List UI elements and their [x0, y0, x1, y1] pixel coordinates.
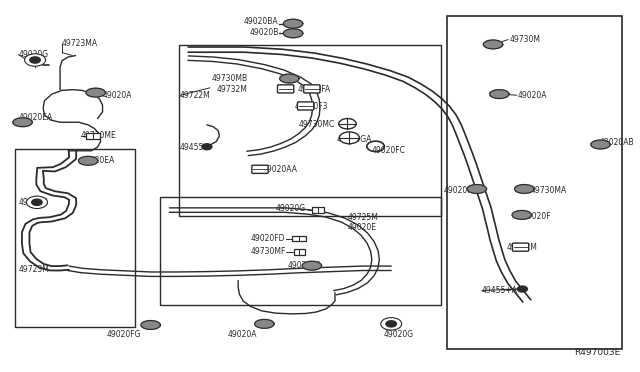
Circle shape	[24, 54, 45, 66]
Bar	[292, 236, 306, 241]
Circle shape	[32, 199, 42, 205]
Text: 49020FC: 49020FC	[371, 146, 405, 155]
Polygon shape	[86, 88, 106, 97]
Text: 49020F3: 49020F3	[294, 102, 328, 111]
Text: 49020G: 49020G	[18, 50, 48, 59]
Bar	[294, 249, 305, 254]
Bar	[179, 45, 441, 216]
Polygon shape	[255, 320, 274, 328]
Text: 49730M: 49730M	[510, 35, 541, 44]
Bar	[15, 149, 135, 327]
Text: 49020FA: 49020FA	[298, 85, 331, 94]
Polygon shape	[483, 40, 503, 49]
FancyBboxPatch shape	[304, 85, 320, 93]
Text: 49730MF: 49730MF	[250, 247, 285, 256]
Circle shape	[339, 119, 356, 129]
Text: 49020F: 49020F	[522, 212, 551, 221]
Polygon shape	[284, 19, 303, 28]
Bar	[86, 133, 100, 139]
Text: 49020A: 49020A	[227, 330, 257, 340]
Text: 49730MB: 49730MB	[211, 74, 248, 83]
Bar	[447, 16, 622, 349]
Circle shape	[381, 318, 402, 330]
Text: 49723MA: 49723MA	[61, 39, 97, 48]
Text: 49730MA: 49730MA	[531, 186, 567, 195]
Circle shape	[386, 321, 396, 327]
FancyBboxPatch shape	[513, 243, 529, 251]
Text: 49020EA: 49020EA	[288, 261, 323, 270]
Circle shape	[30, 57, 40, 63]
Text: 49020A: 49020A	[102, 91, 132, 100]
FancyBboxPatch shape	[298, 102, 314, 110]
Text: 49455+A: 49455+A	[482, 286, 518, 295]
FancyBboxPatch shape	[278, 85, 294, 93]
Text: 49020EA: 49020EA	[81, 156, 115, 165]
Text: 49020B: 49020B	[250, 28, 279, 37]
Circle shape	[26, 196, 47, 209]
Text: 49732M: 49732M	[507, 243, 538, 251]
Text: 49020BA: 49020BA	[244, 17, 279, 26]
Polygon shape	[284, 29, 303, 38]
Text: 49020A: 49020A	[518, 91, 548, 100]
Text: 49020G: 49020G	[275, 205, 306, 214]
Polygon shape	[515, 185, 534, 193]
Circle shape	[517, 286, 527, 292]
Text: 49732M: 49732M	[216, 85, 248, 94]
Polygon shape	[591, 140, 611, 149]
Polygon shape	[79, 156, 98, 165]
Polygon shape	[467, 185, 486, 193]
Text: R497003E: R497003E	[574, 348, 621, 357]
Polygon shape	[141, 321, 161, 330]
Text: 49020AA: 49020AA	[263, 165, 298, 174]
Text: 49730MC: 49730MC	[299, 121, 335, 129]
Text: 49020G: 49020G	[18, 198, 48, 207]
Text: 49455: 49455	[180, 142, 204, 151]
Text: 49020FG: 49020FG	[107, 330, 141, 340]
FancyBboxPatch shape	[252, 165, 268, 173]
Text: 49725M: 49725M	[348, 213, 379, 222]
Text: 49020GA: 49020GA	[336, 135, 372, 144]
Circle shape	[202, 144, 212, 150]
Polygon shape	[280, 74, 299, 83]
Bar	[312, 208, 324, 213]
Polygon shape	[302, 261, 322, 270]
Text: 49020FE: 49020FE	[444, 186, 477, 195]
Text: 49020E: 49020E	[348, 223, 377, 232]
Polygon shape	[13, 118, 32, 127]
Text: 49020EA: 49020EA	[18, 113, 52, 122]
Text: 49020AB: 49020AB	[599, 138, 634, 147]
Polygon shape	[512, 211, 532, 219]
Polygon shape	[490, 90, 509, 99]
Bar	[160, 197, 441, 305]
Text: 49020FD: 49020FD	[251, 234, 285, 243]
Circle shape	[339, 132, 359, 144]
Text: 49722M: 49722M	[180, 91, 211, 100]
Text: 49723M: 49723M	[18, 265, 49, 274]
Text: 49730ME: 49730ME	[81, 131, 116, 141]
Text: 49020G: 49020G	[384, 330, 414, 340]
